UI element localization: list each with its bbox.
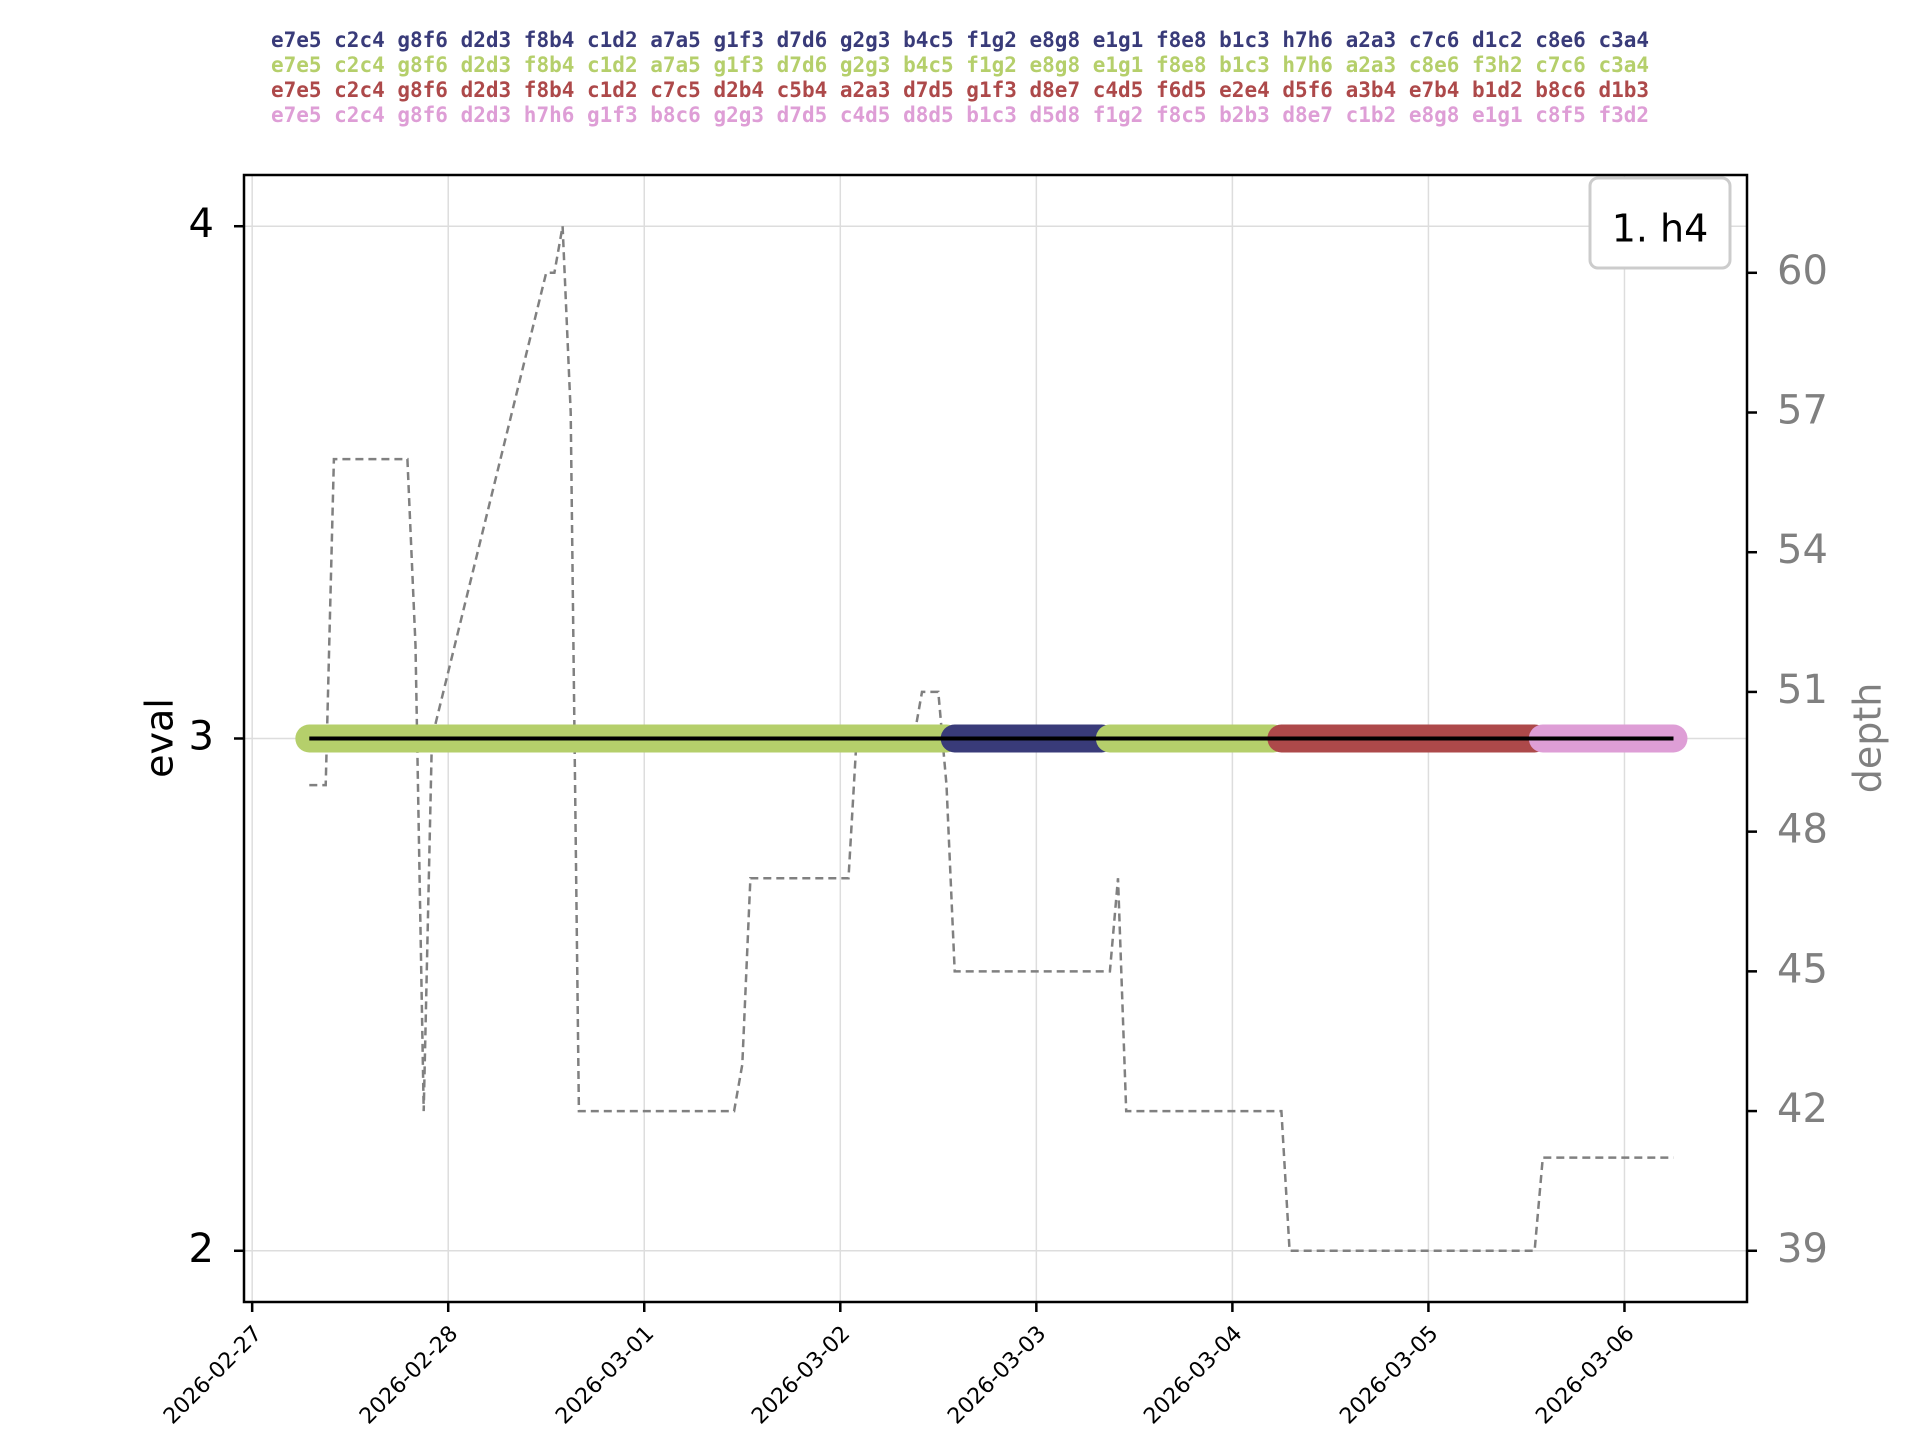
y2-tick-label: 60 [1777, 248, 1828, 294]
y-axis-title: eval [138, 698, 182, 778]
x-tick-label: 2026-02-27 [159, 1321, 267, 1429]
pv-line-2: e7e5 c2c4 g8f6 d2d3 f8b4 c1d2 a7a5 g1f3 … [271, 53, 1649, 77]
axes: 2 3 4 39 42 45 48 51 54 57 60 2026-02-27 2026-02-28 2… [159, 201, 1828, 1429]
y2-tick-label: 48 [1777, 807, 1828, 853]
legend-label: 1. h4 [1612, 207, 1709, 251]
pv-line-4: e7e5 c2c4 g8f6 d2d3 h7h6 g1f3 b8c6 g2g3 … [271, 103, 1649, 127]
depth-series [309, 225, 1674, 1253]
x-tick-label: 2026-03-04 [1139, 1321, 1247, 1429]
y2-tick-label: 45 [1777, 946, 1828, 992]
principal-variation-lines: e7e5 c2c4 g8f6 d2d3 f8b4 c1d2 a7a5 g1f3 … [271, 28, 1649, 127]
x-tick-label: 2026-03-03 [943, 1321, 1051, 1429]
x-tick-label: 2026-03-01 [551, 1321, 659, 1429]
pv-line-3: e7e5 c2c4 g8f6 d2d3 f8b4 c1d2 c7c5 d2b4 … [271, 78, 1649, 102]
pv-line-1: e7e5 c2c4 g8f6 d2d3 f8b4 c1d2 a7a5 g1f3 … [271, 28, 1649, 52]
x-tick-label: 2026-03-06 [1531, 1321, 1639, 1429]
legend-box [1588, 176, 1732, 270]
legend: 1. h4 [1588, 176, 1732, 270]
y2-tick-label: 51 [1777, 667, 1828, 713]
y2-tick-label: 54 [1777, 527, 1828, 573]
y2-tick-label: 42 [1777, 1086, 1828, 1132]
y-tick-label: 2 [189, 1226, 214, 1272]
x-tick-label: 2026-03-02 [747, 1321, 855, 1429]
depth-line [309, 225, 1674, 1253]
x-tick-label: 2026-03-05 [1335, 1321, 1443, 1429]
y-tick-label: 4 [189, 201, 214, 247]
y2-tick-label: 57 [1777, 388, 1828, 434]
y-tick-label: 3 [189, 714, 214, 760]
y2-axis-title: depth [1846, 683, 1890, 794]
x-tick-label: 2026-02-28 [355, 1321, 463, 1429]
y2-tick-label: 39 [1777, 1226, 1828, 1272]
